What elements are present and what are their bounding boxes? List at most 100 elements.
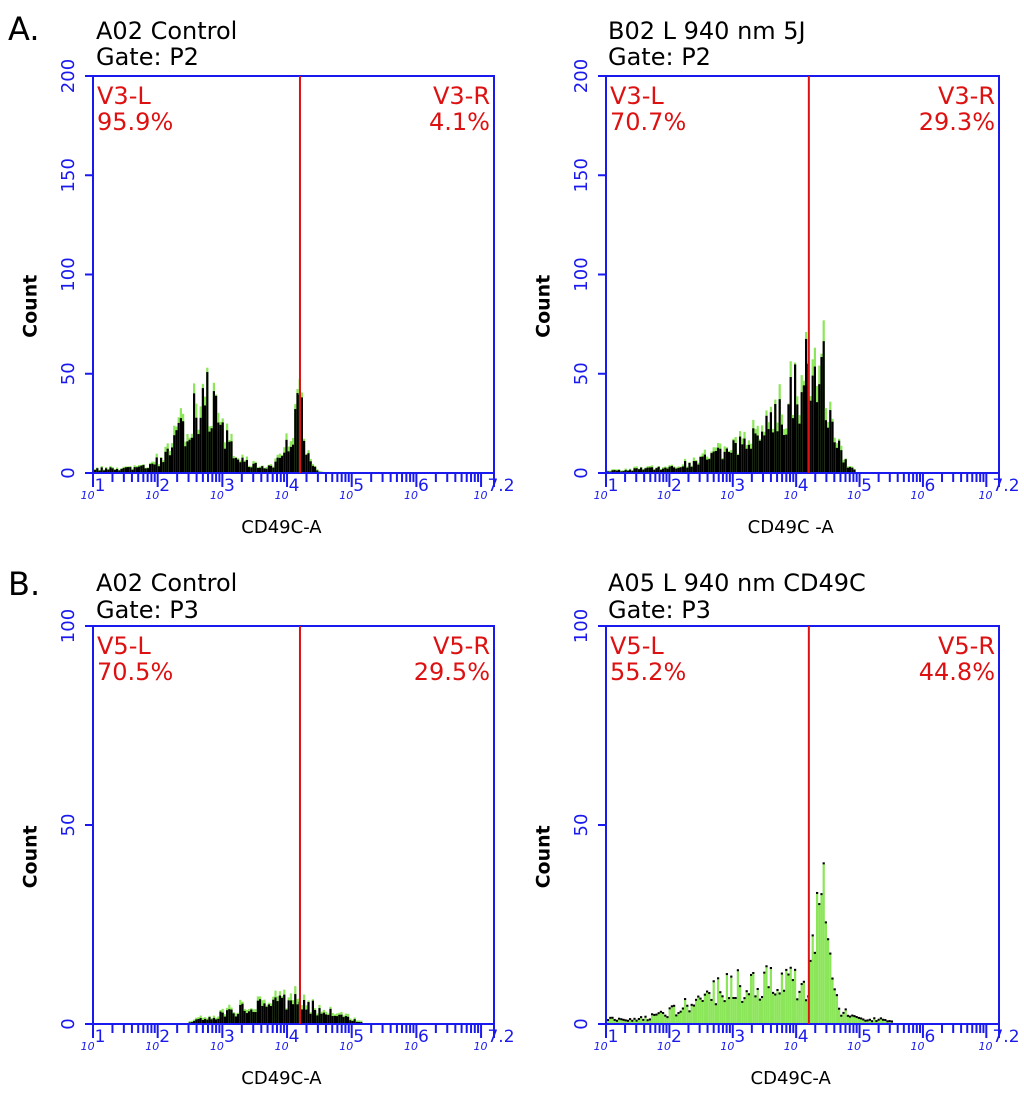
histogram-bar bbox=[670, 466, 673, 473]
histogram-bar-outline bbox=[882, 1018, 885, 1021]
histogram-bar-outline bbox=[721, 995, 724, 998]
histogram-bar-outline bbox=[734, 997, 737, 1000]
x-tick-label: 105 bbox=[339, 1027, 364, 1053]
histogram-bar bbox=[840, 1016, 843, 1024]
histogram-bar-outline bbox=[787, 973, 790, 976]
histogram-bar bbox=[772, 432, 775, 473]
histogram-bar bbox=[305, 1009, 308, 1024]
histogram-bar-outline bbox=[798, 990, 801, 993]
histogram-bar-outline bbox=[684, 998, 687, 1001]
histogram-bar bbox=[822, 863, 825, 1024]
histogram-bar bbox=[664, 467, 667, 473]
histogram-bar bbox=[208, 431, 211, 473]
histogram-bar bbox=[267, 1004, 270, 1024]
histogram-bar bbox=[655, 1015, 658, 1024]
histogram-bar bbox=[287, 1000, 290, 1024]
histogram-bar bbox=[851, 1016, 854, 1024]
histogram-bar bbox=[230, 441, 233, 473]
histogram-bar-outline bbox=[765, 965, 768, 968]
histogram-bar bbox=[831, 979, 834, 1024]
histogram-bar bbox=[725, 974, 728, 1024]
histogram-bar bbox=[283, 452, 286, 473]
histogram-bar bbox=[322, 1012, 325, 1024]
histogram-bar bbox=[188, 439, 191, 473]
histogram-bar bbox=[294, 409, 297, 473]
histogram-bar bbox=[124, 467, 127, 473]
histogram-bar-outline bbox=[644, 1015, 647, 1018]
gate-right-percent: 29.5% bbox=[414, 658, 490, 686]
histogram-bar-outline bbox=[679, 1010, 682, 1013]
histogram-bar bbox=[193, 1020, 196, 1024]
histogram-bar bbox=[351, 1020, 354, 1024]
x-tick-label: 101 bbox=[594, 476, 619, 502]
histogram-bar-outline bbox=[776, 988, 779, 991]
y-tick-label: 0 bbox=[571, 467, 592, 478]
histogram-bar bbox=[818, 904, 821, 1024]
histogram-bar bbox=[809, 961, 812, 1024]
histogram-bar bbox=[692, 461, 695, 473]
histogram-bar bbox=[767, 429, 770, 473]
histogram-bar bbox=[311, 465, 314, 473]
histogram-bar bbox=[706, 992, 709, 1024]
histogram-bar bbox=[212, 1017, 215, 1024]
histogram-bar bbox=[701, 1001, 704, 1024]
histogram-bar-outline bbox=[681, 1007, 684, 1010]
histogram-bar bbox=[651, 467, 654, 473]
histogram-bar bbox=[142, 465, 145, 473]
histogram-bar bbox=[796, 999, 799, 1024]
histogram-bar-outline bbox=[851, 1014, 854, 1017]
histogram-bar bbox=[296, 1004, 299, 1024]
histogram-bar bbox=[102, 470, 105, 473]
histogram-bar bbox=[122, 468, 125, 473]
histogram-bar bbox=[256, 467, 259, 473]
histogram-bar-outline bbox=[664, 1014, 667, 1017]
histogram-bar bbox=[670, 1006, 673, 1024]
histogram-bar bbox=[217, 1018, 220, 1024]
x-tick-label: 107.2 bbox=[473, 1027, 514, 1053]
histogram-bar-outline bbox=[842, 1011, 845, 1014]
histogram-bar bbox=[695, 1000, 698, 1024]
gate-right-name: V5-R bbox=[433, 632, 490, 660]
histogram-bar-outline bbox=[629, 1018, 632, 1021]
histogram-bar bbox=[199, 1018, 202, 1024]
histogram-bar-outline bbox=[772, 991, 775, 994]
histogram-bar bbox=[842, 1013, 845, 1024]
histogram-bar-outline bbox=[820, 893, 823, 896]
histogram-bar bbox=[849, 467, 852, 473]
gate-left-percent: 70.7% bbox=[610, 108, 686, 136]
histogram-bar bbox=[637, 469, 640, 473]
histogram-bar bbox=[774, 403, 777, 473]
histogram-bar-outline bbox=[611, 1016, 614, 1019]
histogram-bar bbox=[631, 470, 634, 473]
y-tick-label: 50 bbox=[571, 814, 592, 837]
histogram-bar bbox=[305, 454, 308, 473]
histogram-bar bbox=[629, 469, 632, 473]
histogram-bar-outline bbox=[708, 992, 711, 995]
histogram-bar bbox=[651, 1014, 654, 1024]
histogram-bar bbox=[613, 1020, 616, 1024]
histogram-bar bbox=[879, 1018, 882, 1024]
histogram-bar bbox=[303, 440, 306, 473]
y-tick-label: 0 bbox=[58, 467, 79, 478]
histogram-bar bbox=[228, 1009, 231, 1024]
histogram-bar bbox=[342, 1017, 345, 1024]
histogram-bar bbox=[212, 391, 215, 473]
histogram-bar-outline bbox=[778, 992, 781, 995]
histogram-bar bbox=[886, 1021, 889, 1024]
histogram-bar bbox=[745, 991, 748, 1024]
histogram-bar bbox=[758, 1000, 761, 1024]
histogram-bar bbox=[703, 995, 706, 1024]
histogram-bar bbox=[668, 1008, 671, 1024]
histogram-bar-outline bbox=[677, 1012, 680, 1015]
histogram-bar bbox=[785, 434, 788, 473]
histogram-bar bbox=[272, 999, 275, 1024]
histogram-bar bbox=[637, 1019, 640, 1024]
histogram-bar-outline bbox=[761, 996, 764, 999]
histogram-bar bbox=[210, 428, 213, 473]
histogram-bar bbox=[789, 968, 792, 1024]
histogram-bar bbox=[265, 468, 268, 473]
histogram-bar bbox=[686, 1006, 689, 1024]
histogram-bar-outline bbox=[857, 1016, 860, 1019]
histogram-bar bbox=[292, 1004, 295, 1024]
histogram-bar bbox=[811, 375, 814, 473]
